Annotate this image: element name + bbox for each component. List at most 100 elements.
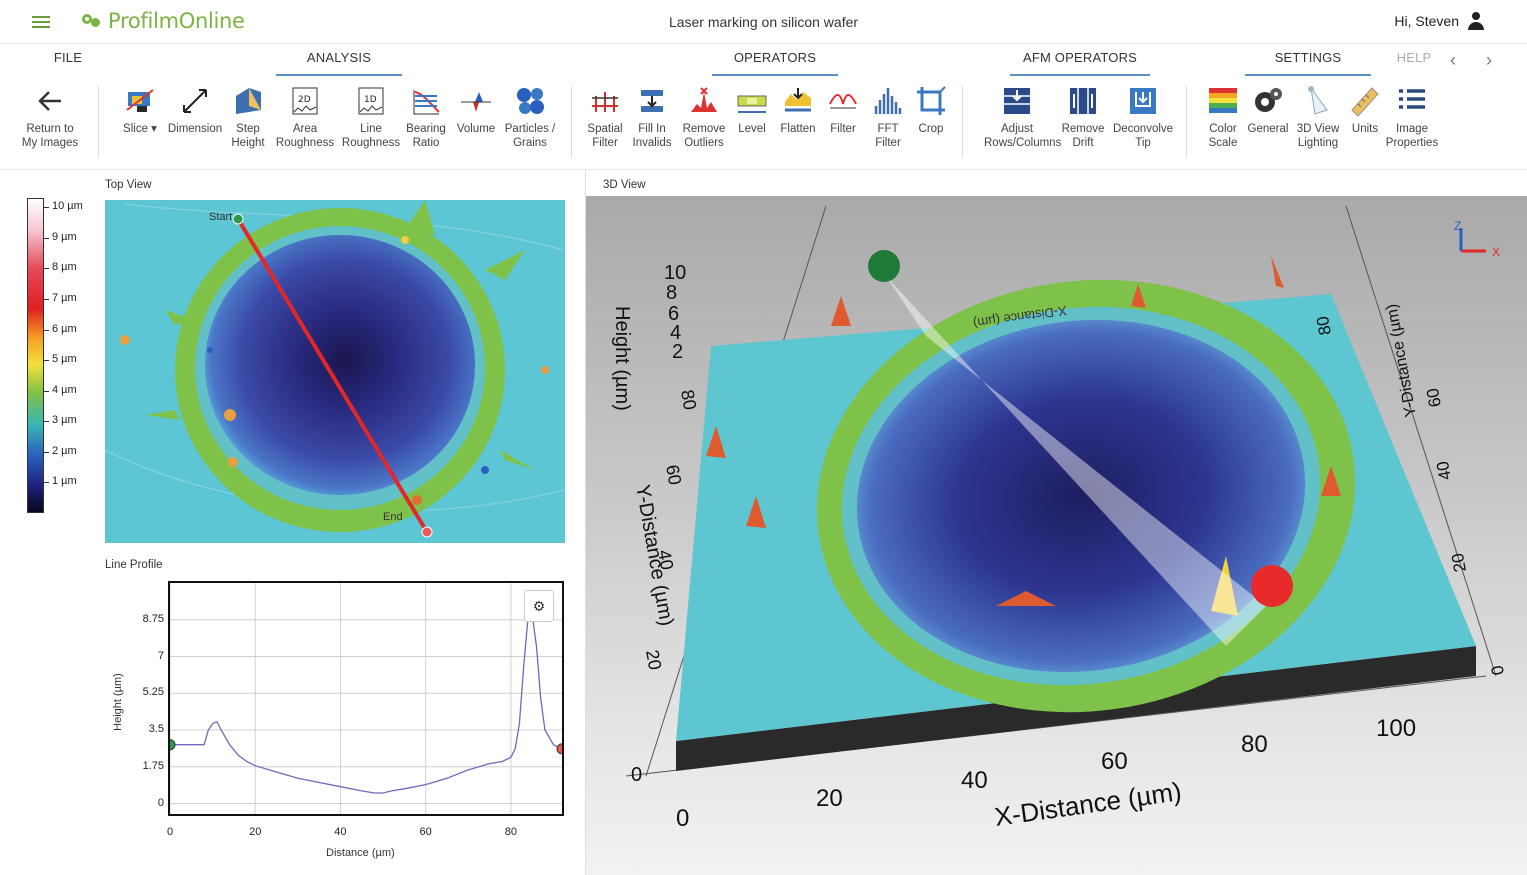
colorbar-tick bbox=[43, 390, 49, 392]
adjust-rows-button[interactable]: Adjust Rows/Columns bbox=[984, 84, 1061, 166]
profile-settings-button[interactable]: ⚙ bbox=[524, 590, 554, 622]
toolbar-separator bbox=[571, 86, 572, 158]
top-view-surface: Start End bbox=[105, 200, 565, 538]
profile-x-tick: 20 bbox=[249, 826, 262, 838]
flatten-button[interactable]: Flatten bbox=[768, 84, 828, 166]
flatten-icon bbox=[785, 88, 811, 112]
colorbar-label: 6 µm bbox=[52, 322, 77, 335]
slice-start-handle[interactable] bbox=[232, 213, 244, 225]
slice-end-handle[interactable] bbox=[421, 526, 433, 538]
3d-start-marker[interactable] bbox=[868, 250, 900, 282]
gear-icon: ⚙ bbox=[532, 597, 546, 614]
remove-drift-button[interactable]: Remove Drift bbox=[1053, 84, 1113, 166]
line-profile-plot[interactable] bbox=[164, 581, 568, 816]
slice-button[interactable]: Slice ▾ bbox=[110, 84, 170, 166]
return-button[interactable]: Return to My Images bbox=[20, 84, 80, 166]
3d-end-marker[interactable] bbox=[1251, 565, 1293, 607]
bearing-ratio-icon bbox=[413, 90, 440, 115]
ruler-icon bbox=[1351, 87, 1379, 117]
colorbar-tick bbox=[43, 207, 49, 209]
filter-button[interactable]: Filter bbox=[813, 84, 873, 166]
dimension-icon bbox=[183, 89, 207, 113]
profile-y-tick: 8.75 bbox=[142, 612, 164, 625]
crop-button[interactable]: Crop bbox=[901, 84, 961, 166]
y-tick-label-right: 60 bbox=[1423, 387, 1445, 409]
x-tick-label: 60 bbox=[1101, 748, 1128, 775]
tab-operators[interactable]: OPERATORS bbox=[712, 44, 838, 76]
colorbar-label: 7 µm bbox=[52, 291, 77, 304]
top-view-label: Top View bbox=[105, 179, 152, 191]
colorbar-tick bbox=[43, 421, 49, 423]
chevron-left-icon[interactable]: ‹ bbox=[1450, 50, 1456, 70]
general-button[interactable]: General bbox=[1238, 84, 1298, 166]
app-logo[interactable]: ProfilmOnline bbox=[82, 9, 245, 33]
y-tick-label-right: 40 bbox=[1433, 460, 1455, 482]
axis-z-indicator: Z bbox=[1454, 219, 1461, 233]
y-tick-label-right: 20 bbox=[1448, 552, 1470, 574]
fft-filter-button[interactable]: FFT Filter bbox=[858, 84, 918, 166]
level-button[interactable]: Level bbox=[722, 84, 782, 166]
colorbar-tick bbox=[43, 451, 49, 453]
tab-file[interactable]: FILE bbox=[53, 50, 83, 65]
colorbar-tick bbox=[43, 237, 49, 239]
step-height-button[interactable]: Step Height bbox=[218, 84, 278, 166]
fill-in-invalids-button[interactable]: Fill In Invalids bbox=[622, 84, 682, 166]
list-icon bbox=[1399, 89, 1425, 109]
area-roughness-button[interactable]: 2D Area Roughness bbox=[275, 84, 335, 166]
remove-outliers-button[interactable]: Remove Outliers bbox=[674, 84, 734, 166]
volume-button[interactable]: Volume bbox=[446, 84, 506, 166]
3d-view-canvas[interactable]: X Z 0 20 40 60 80 100 0 2 4 6 8 10 20 40 60 80 0 20 40 60 80… bbox=[586, 196, 1527, 875]
spatial-filter-button[interactable]: Spatial Filter bbox=[575, 84, 635, 166]
z-tick-label: 8 bbox=[666, 282, 677, 304]
slice-line[interactable] bbox=[236, 217, 429, 534]
tab-settings[interactable]: SETTINGS bbox=[1245, 44, 1371, 76]
top-view-image[interactable]: Start End bbox=[105, 200, 565, 543]
colorbar-label: 3 µm bbox=[52, 414, 77, 427]
profile-end-marker[interactable] bbox=[556, 743, 568, 755]
svg-text:1D: 1D bbox=[364, 95, 377, 105]
image-properties-button[interactable]: Image Properties bbox=[1382, 84, 1442, 166]
profile-x-tick: 60 bbox=[419, 826, 432, 838]
units-button[interactable]: Units bbox=[1335, 84, 1395, 166]
colorbar-label: 8 µm bbox=[52, 261, 77, 274]
dimension-button[interactable]: Dimension bbox=[165, 84, 225, 166]
profile-start-marker[interactable] bbox=[164, 739, 176, 751]
colorbar-tick bbox=[43, 482, 49, 484]
deconvolve-tip-button[interactable]: Deconvolve Tip bbox=[1108, 84, 1178, 166]
profile-y-tick: 7 bbox=[157, 649, 164, 662]
slice-icon bbox=[126, 89, 154, 112]
x-tick-label: 20 bbox=[816, 785, 843, 812]
colorbar-label: 2 µm bbox=[52, 444, 77, 457]
particles-button[interactable]: Particles / Grains bbox=[500, 84, 560, 166]
toolbar-separator bbox=[1186, 86, 1187, 158]
tab-analysis[interactable]: ANALYSIS bbox=[276, 44, 402, 76]
document-title: Laser marking on silicon wafer bbox=[668, 14, 859, 30]
adjust-rows-icon bbox=[1004, 88, 1030, 114]
toolbar-separator bbox=[98, 86, 99, 158]
bearing-ratio-button[interactable]: Bearing Ratio bbox=[396, 84, 456, 166]
tab-help[interactable]: HELP bbox=[1396, 50, 1432, 65]
colorbar-tick bbox=[43, 360, 49, 362]
panel-splitter[interactable] bbox=[585, 170, 586, 875]
user-icon bbox=[1467, 12, 1485, 30]
y-tick-label-left: 60 bbox=[662, 463, 685, 486]
user-greeting: Hi, Steven bbox=[1394, 13, 1459, 29]
y-tick-label-right: 80 bbox=[1313, 315, 1335, 337]
profile-y-tick: 5.25 bbox=[142, 686, 164, 699]
chevron-right-icon[interactable]: › bbox=[1486, 50, 1492, 70]
color-scale-button[interactable]: Color Scale bbox=[1193, 84, 1253, 166]
3d-x-axis-title: X-Distance (µm) bbox=[993, 776, 1184, 832]
user-menu[interactable]: Hi, Steven bbox=[1394, 12, 1485, 30]
tab-row: FILE ANALYSIS OPERATORS AFM OPERATORS SE… bbox=[0, 44, 1527, 76]
arrow-left-icon bbox=[38, 91, 61, 111]
3d-lighting-button[interactable]: 3D View Lighting bbox=[1288, 84, 1348, 166]
y-tick-label-left: 80 bbox=[677, 388, 700, 411]
tab-afm-operators[interactable]: AFM OPERATORS bbox=[1010, 44, 1150, 76]
start-marker-label: Start bbox=[209, 211, 232, 223]
x-tick-label: 80 bbox=[1241, 731, 1268, 758]
color-scale-bar bbox=[27, 198, 44, 513]
line-roughness-button[interactable]: 1D Line Roughness bbox=[341, 84, 401, 166]
profile-y-tick: 0 bbox=[157, 796, 164, 809]
x-tick-label: 0 bbox=[676, 805, 689, 832]
menu-icon[interactable] bbox=[30, 12, 52, 32]
